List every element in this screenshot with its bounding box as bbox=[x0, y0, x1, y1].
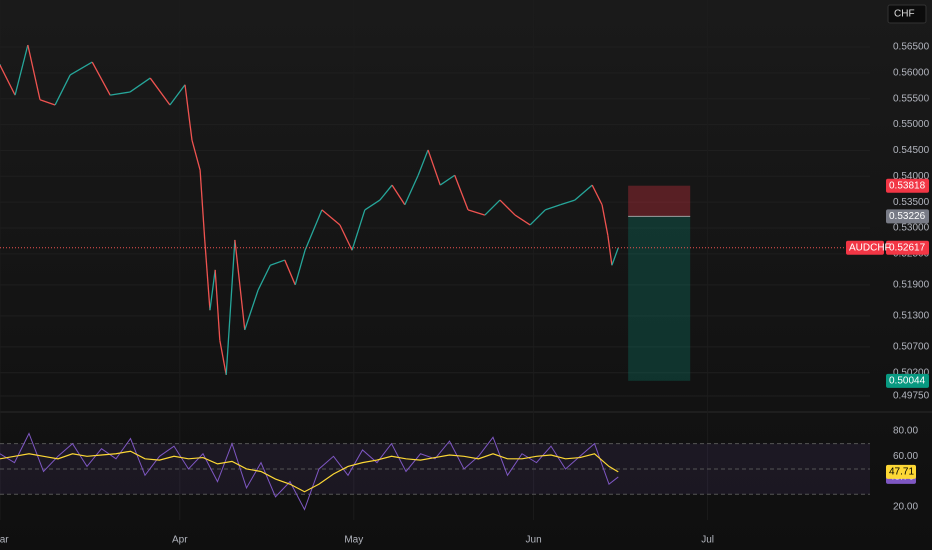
price-segment bbox=[27, 44, 41, 100]
price-segment bbox=[454, 175, 469, 211]
price-badge-label: 0.53818 bbox=[889, 180, 926, 191]
rsi-tick-label: 80.00 bbox=[893, 426, 918, 437]
price-segment bbox=[0, 64, 16, 96]
y-tick-label: 0.50200 bbox=[893, 367, 930, 378]
price-badge-label: 0.52617 bbox=[889, 242, 926, 253]
rsi-badge bbox=[886, 464, 916, 479]
price-segment bbox=[417, 149, 429, 176]
price-segment bbox=[304, 209, 323, 251]
price-segment bbox=[439, 174, 456, 186]
y-tick-label: 0.51300 bbox=[893, 311, 930, 322]
price-segment bbox=[467, 209, 486, 216]
price-segment bbox=[499, 199, 516, 216]
price-badge-label: 0.53226 bbox=[889, 211, 926, 222]
price-segment bbox=[591, 184, 603, 206]
price-segment bbox=[199, 170, 206, 240]
x-tick-label: Apr bbox=[172, 535, 188, 546]
rsi-line bbox=[0, 432, 619, 511]
price-segment bbox=[404, 175, 419, 206]
x-tick-label: Jun bbox=[526, 535, 542, 546]
price-segment bbox=[69, 61, 93, 76]
symbol-label: AUDCHF bbox=[849, 242, 891, 253]
price-segment bbox=[284, 259, 296, 286]
y-tick-label: 0.50700 bbox=[893, 342, 930, 353]
price-segment bbox=[364, 199, 381, 211]
price-segment bbox=[257, 264, 271, 291]
price-segment bbox=[214, 269, 221, 341]
price-badge bbox=[886, 209, 929, 224]
price-segment bbox=[514, 214, 531, 226]
price-badge bbox=[886, 178, 929, 193]
y-tick-label: 0.55000 bbox=[893, 119, 930, 130]
y-tick-label: 0.56000 bbox=[893, 68, 930, 79]
price-segment bbox=[234, 239, 246, 330]
price-badge bbox=[886, 240, 929, 255]
price-segment bbox=[601, 204, 609, 236]
x-tick-label: May bbox=[344, 535, 363, 546]
price-segment bbox=[529, 209, 546, 226]
target-zone bbox=[628, 216, 691, 381]
price-segment bbox=[54, 74, 71, 106]
price-segment bbox=[204, 239, 211, 311]
price-segment bbox=[544, 204, 561, 211]
y-tick-label: 0.55500 bbox=[893, 93, 930, 104]
price-segment bbox=[351, 209, 366, 251]
y-tick-label: 0.54000 bbox=[893, 171, 930, 182]
price-badge-label: 0.50044 bbox=[889, 375, 926, 386]
rsi-line bbox=[0, 450, 619, 493]
price-segment bbox=[294, 250, 306, 286]
rsi-tick-label: 20.00 bbox=[893, 502, 918, 513]
price-segment bbox=[209, 269, 216, 311]
currency-label: CHF bbox=[894, 9, 915, 20]
price-segment bbox=[244, 289, 259, 331]
price-segment bbox=[14, 44, 29, 96]
price-segment bbox=[110, 91, 131, 96]
price-segment bbox=[391, 184, 406, 206]
price-segment bbox=[219, 340, 227, 375]
y-tick-label: 0.51900 bbox=[893, 280, 930, 291]
price-segment bbox=[427, 149, 441, 186]
y-tick-label: 0.49750 bbox=[893, 391, 930, 402]
price-segment bbox=[321, 209, 341, 226]
price-segment bbox=[184, 84, 193, 141]
currency-box[interactable] bbox=[887, 4, 927, 24]
price-segment bbox=[560, 199, 575, 206]
x-tick-label: Jul bbox=[701, 535, 714, 546]
x-tick-label: Mar bbox=[0, 535, 9, 546]
price-segment bbox=[270, 259, 285, 266]
price-segment bbox=[129, 77, 151, 93]
rsi-badge-label: 47.71 bbox=[889, 466, 914, 477]
price-segment bbox=[39, 99, 56, 106]
price-segment bbox=[225, 239, 236, 375]
stop-zone bbox=[628, 185, 691, 217]
price-segment bbox=[191, 139, 201, 171]
y-tick-label: 0.56500 bbox=[893, 42, 930, 53]
y-tick-label: 0.54500 bbox=[893, 145, 930, 156]
price-segment bbox=[169, 84, 186, 106]
price-segment bbox=[91, 61, 111, 96]
price-segment bbox=[149, 77, 171, 106]
price-segment bbox=[607, 235, 613, 266]
price-segment bbox=[574, 184, 593, 201]
price-segment bbox=[611, 247, 619, 266]
price-segment bbox=[484, 199, 501, 216]
price-segment bbox=[339, 224, 353, 251]
price-badge bbox=[886, 373, 929, 388]
y-tick-label: 0.53000 bbox=[893, 223, 930, 234]
price-segment bbox=[379, 184, 393, 201]
symbol-badge bbox=[846, 240, 884, 255]
rsi-tick-label: 60.00 bbox=[893, 451, 918, 462]
y-tick-label: 0.53500 bbox=[893, 197, 930, 208]
